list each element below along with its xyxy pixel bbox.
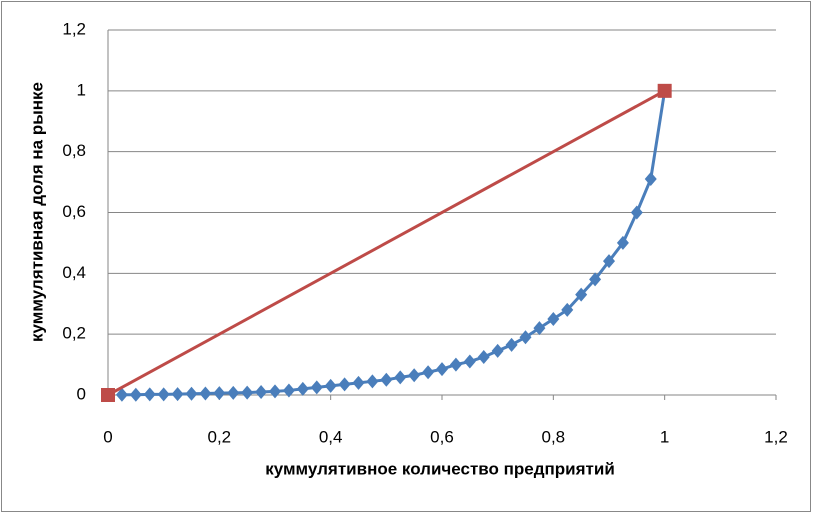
point-marker xyxy=(143,387,156,402)
point-marker xyxy=(269,384,281,399)
point-marker xyxy=(324,378,337,393)
point-marker xyxy=(603,254,615,269)
series-line xyxy=(121,90,667,397)
y-tick-label: 0 xyxy=(77,384,86,403)
point-marker xyxy=(657,83,672,98)
series-line xyxy=(107,89,666,397)
x-tick-label: 0 xyxy=(103,427,112,446)
point-marker xyxy=(408,368,421,383)
y-tick-label: 0,8 xyxy=(62,141,86,160)
x-tick-label: 0,6 xyxy=(430,427,454,446)
y-tick-label: 1 xyxy=(77,80,86,99)
point-marker xyxy=(129,387,142,402)
point-marker xyxy=(575,287,588,302)
point-marker xyxy=(171,387,184,402)
point-marker xyxy=(519,330,532,345)
x-axis-title: куммулятивное количество предприятий xyxy=(265,459,615,478)
point-marker xyxy=(255,384,268,399)
point-marker xyxy=(115,387,128,402)
point-marker xyxy=(491,343,504,358)
point-marker xyxy=(616,235,629,250)
point-marker xyxy=(241,385,254,400)
x-tick-label: 0,8 xyxy=(542,427,566,446)
y-tick-label: 0,4 xyxy=(62,263,86,282)
point-marker xyxy=(644,172,657,187)
x-tick-label: 0,2 xyxy=(208,427,232,446)
y-tick-label: 0,2 xyxy=(62,324,86,343)
x-tick-label: 1 xyxy=(660,427,669,446)
point-marker xyxy=(101,388,115,402)
point-marker xyxy=(213,386,226,401)
point-marker xyxy=(547,311,560,326)
y-tick-label: 1,2 xyxy=(62,19,86,38)
point-marker xyxy=(352,375,365,390)
point-marker xyxy=(185,386,198,401)
x-tick-label: 0,4 xyxy=(319,427,343,446)
point-marker xyxy=(436,362,448,377)
point-marker xyxy=(505,337,518,352)
point-marker xyxy=(227,385,240,400)
point-marker xyxy=(366,374,379,389)
point-marker xyxy=(561,302,574,317)
point-marker xyxy=(394,370,407,385)
point-marker xyxy=(449,357,462,372)
x-tick-label: 1,2 xyxy=(764,427,788,446)
point-marker xyxy=(199,386,212,401)
point-marker xyxy=(422,365,435,380)
point-marker xyxy=(338,377,351,392)
point-marker xyxy=(589,272,602,287)
point-marker xyxy=(310,380,323,395)
point-marker xyxy=(477,349,490,364)
point-marker xyxy=(630,205,643,220)
point-marker xyxy=(533,321,546,336)
point-marker xyxy=(296,381,309,396)
point-marker xyxy=(380,372,393,387)
y-tick-label: 0,6 xyxy=(62,202,86,221)
point-marker xyxy=(157,387,170,402)
y-axis-title: куммулятивная доля на рынке xyxy=(27,82,46,342)
point-marker xyxy=(282,383,295,398)
point-marker xyxy=(463,354,476,369)
